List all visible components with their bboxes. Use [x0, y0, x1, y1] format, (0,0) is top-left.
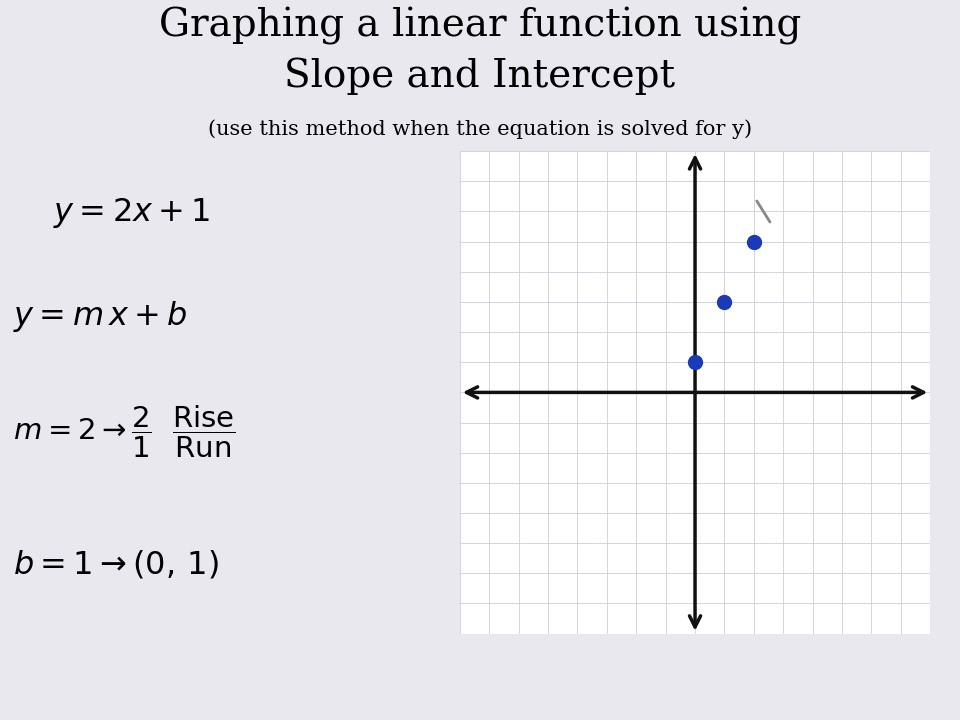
- Text: Graphing a linear function using: Graphing a linear function using: [158, 7, 802, 45]
- Text: Slope and Intercept: Slope and Intercept: [284, 58, 676, 95]
- Text: $y = m\,x + b$: $y = m\,x + b$: [13, 300, 187, 334]
- Text: $m = 2 \rightarrow \dfrac{2}{1}\ \ \dfrac{\mathrm{Rise}}{\mathrm{Run}}$: $m = 2 \rightarrow \dfrac{2}{1}\ \ \dfra…: [13, 404, 236, 460]
- Text: $y = 2x + 1$: $y = 2x + 1$: [53, 196, 210, 230]
- Text: (use this method when the equation is solved for y): (use this method when the equation is so…: [208, 120, 752, 140]
- Text: $b = 1 \rightarrow (0,\,1)$: $b = 1 \rightarrow (0,\,1)$: [13, 549, 219, 580]
